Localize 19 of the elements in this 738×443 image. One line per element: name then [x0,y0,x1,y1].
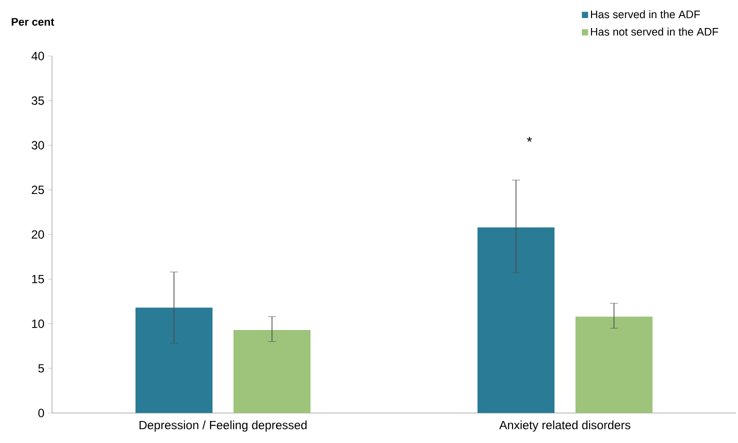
y-tick-label: 35 [32,96,44,105]
y-tick-label: 0 [38,408,44,418]
y-tick-label: 20 [32,230,44,239]
legend-label: Has served in the ADF [591,10,700,18]
y-tick-label: 10 [32,320,44,328]
x-tick-label: Anxiety related disorders [499,420,630,432]
y-tick-label: 40 [31,52,44,60]
bar [136,308,212,413]
y-tick-label: 15 [32,274,44,284]
bar [576,316,653,413]
bar [478,227,555,413]
annotation: * [526,136,532,142]
legend-label: Has not served in the ADF [591,28,718,36]
y-tick-label: 5 [38,364,44,373]
bar [234,330,311,413]
x-tick-label: Depression / Feeling depressed [140,420,307,432]
y-tick-label: 25 [32,186,44,194]
y-tick-label: 30 [32,141,44,150]
y-axis-title: Per cent [12,18,54,26]
